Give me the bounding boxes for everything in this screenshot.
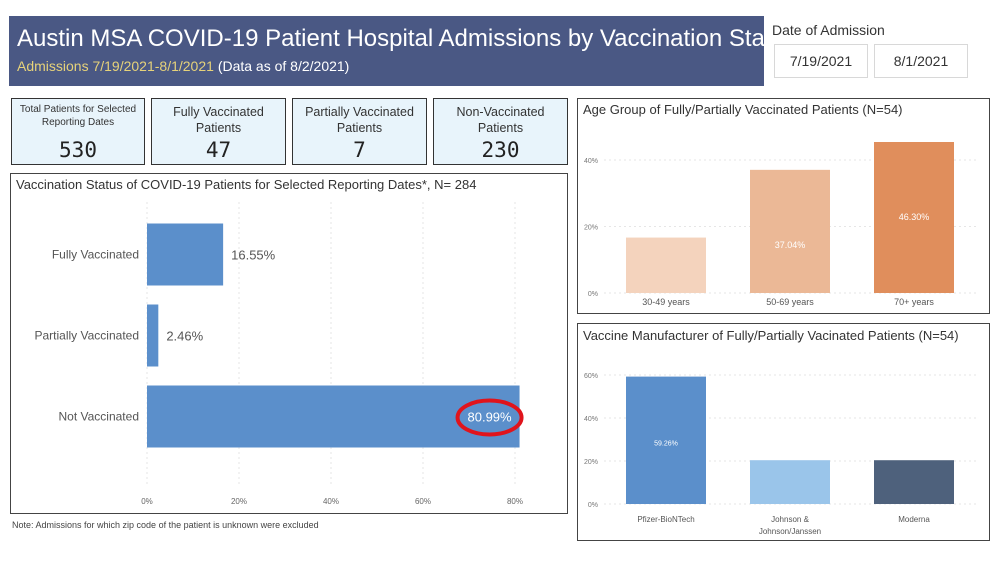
category-label: Not Vaccinated <box>59 410 140 424</box>
chart-title: Age Group of Fully/Partially Vaccinated … <box>583 102 903 117</box>
bar-not-vaccinated <box>147 385 520 448</box>
kpi-value: 7 <box>353 138 366 162</box>
x-tick-label: 80% <box>507 497 523 506</box>
y-tick-label: 0% <box>588 291 598 298</box>
data-label: 59.26% <box>654 441 678 448</box>
page-title: Austin MSA COVID-19 Patient Hospital Adm… <box>17 25 797 52</box>
age-group-svg: 0% 20% 40% 16.67%30-49 years 37.04% 50-69 yea… <box>584 142 976 313</box>
vaccination-status-chart: Vaccination Status of COVID-19 Patients … <box>10 173 568 514</box>
chart-title: Vaccination Status of COVID-19 Patients … <box>16 177 477 192</box>
bar-partially-vaccinated <box>147 304 159 367</box>
data-label: 20.37% <box>778 524 802 531</box>
data-label: 37.04% <box>775 240 806 250</box>
manufacturer-chart: Vaccine Manufacturer of Fully/Partially … <box>577 323 990 541</box>
data-label: 16.67% <box>651 308 682 313</box>
bar-johnson-johnson-janssen <box>750 460 830 504</box>
y-tick-label: 40% <box>584 416 598 423</box>
category-label: Johnson & <box>771 515 809 524</box>
data-label: 80.99% <box>468 410 513 425</box>
kpi-label: Total Patients for Selected Reporting Da… <box>19 104 137 128</box>
category-label: Johnson/Janssen <box>759 527 821 536</box>
bar-70-years <box>874 142 954 293</box>
category-label: 30-49 years <box>642 297 690 307</box>
page-subtitle: Admissions 7/19/2021-8/1/2021 (Data as o… <box>17 58 349 74</box>
x-tick-label: 0% <box>141 497 153 506</box>
kpi-total-patients: Total Patients for Selected Reporting Da… <box>11 98 145 165</box>
category-label: 50-69 years <box>766 297 814 307</box>
kpi-fully-vaccinated: Fully Vaccinated Patients 47 <box>151 98 286 165</box>
manufacturer-svg: 0%20%40%60%59.26%Pfizer-BioNTech20.37%Jo… <box>584 373 976 536</box>
kpi-value: 230 <box>481 138 520 162</box>
data-label: 46.30% <box>899 212 930 222</box>
kpi-non-vaccinated: Non-Vaccinated Patients 230 <box>433 98 568 165</box>
date-end-input[interactable]: 8/1/2021 <box>874 44 968 78</box>
category-label: Partially Vaccinated <box>35 329 140 343</box>
footnote: Note: Admissions for which zip code of t… <box>12 520 319 530</box>
highlight-circle <box>455 398 524 437</box>
date-filter-label: Date of Admission <box>772 22 885 38</box>
bar-moderna <box>874 460 954 504</box>
kpi-label: Non-Vaccinated Patients <box>456 105 545 135</box>
y-tick-label: 20% <box>584 459 598 466</box>
data-label: 2.46% <box>166 329 203 344</box>
kpi-label: Partially Vaccinated Patients <box>305 105 414 135</box>
data-label: 20.37% <box>902 524 926 531</box>
y-tick-label: 60% <box>584 373 598 380</box>
title-banner: Austin MSA COVID-19 Patient Hospital Adm… <box>9 16 797 86</box>
kpi-value: 47 <box>205 138 232 162</box>
kpi-value: 530 <box>59 138 97 162</box>
bar-fully-vaccinated <box>147 223 224 286</box>
category-label: Pfizer-BioNTech <box>637 515 694 524</box>
kpi-label: Fully Vaccinated Patients <box>173 105 264 135</box>
data-label: 16.55% <box>231 248 276 263</box>
x-tick-label: 20% <box>231 497 247 506</box>
x-tick-label: 40% <box>323 497 339 506</box>
y-tick-label: 20% <box>584 225 598 232</box>
date-start-input[interactable]: 7/19/2021 <box>774 44 868 78</box>
bar-30-49-years <box>626 237 706 293</box>
bar-50-69-years <box>750 169 830 293</box>
vaccination-status-svg: 0% 20% 40% 60% 80% Fully Vaccinated 16.55% Part… <box>35 202 524 506</box>
chart-title: Vaccine Manufacturer of Fully/Partially … <box>583 328 959 343</box>
category-label: Moderna <box>898 515 930 524</box>
y-tick-label: 0% <box>588 502 598 509</box>
age-group-chart: Age Group of Fully/Partially Vaccinated … <box>577 98 990 314</box>
category-label: 70+ years <box>894 297 934 307</box>
subtitle-asof: (Data as of 8/2/2021) <box>217 58 350 74</box>
category-label: Fully Vaccinated <box>52 248 139 262</box>
x-tick-label: 60% <box>415 497 431 506</box>
bar-pfizer-biontech <box>626 376 706 504</box>
y-tick-label: 40% <box>584 158 598 165</box>
subtitle-dates: Admissions 7/19/2021-8/1/2021 <box>17 58 214 74</box>
kpi-partially-vaccinated: Partially Vaccinated Patients 7 <box>292 98 427 165</box>
